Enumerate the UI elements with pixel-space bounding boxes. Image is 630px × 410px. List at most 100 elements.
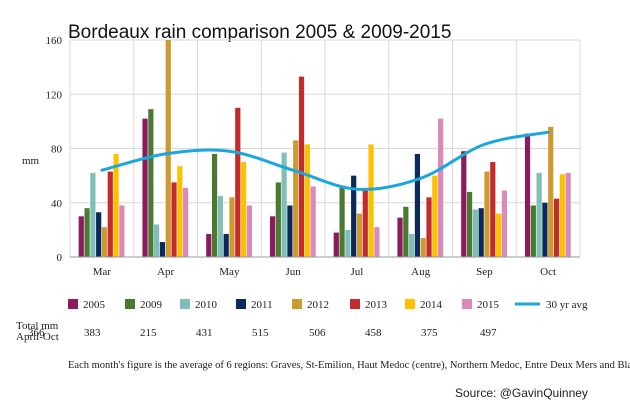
bar-2014-may bbox=[240, 162, 247, 257]
bar-2011-oct bbox=[542, 202, 548, 257]
bar-2013-sep bbox=[490, 162, 496, 257]
bar-2014-jun bbox=[304, 144, 310, 257]
bar-2015-sep bbox=[501, 190, 507, 257]
bar-2015-aug bbox=[438, 118, 444, 257]
total-value: 431 bbox=[196, 327, 213, 339]
total-value: 375 bbox=[421, 327, 438, 339]
x-tick-label: Mar bbox=[93, 266, 112, 278]
bar-2012-jul bbox=[356, 213, 363, 257]
bar-2014-jul bbox=[368, 144, 374, 257]
bar-2009-may bbox=[211, 153, 218, 257]
bar-2005-may bbox=[206, 233, 212, 257]
x-tick-label: Sep bbox=[476, 266, 493, 278]
bar-2005-oct bbox=[524, 133, 531, 257]
bar-2013-jul bbox=[362, 190, 368, 257]
bar-2012-apr bbox=[165, 40, 171, 257]
legend-swatch-2009 bbox=[125, 299, 135, 309]
avg-line bbox=[100, 130, 550, 191]
bar-2009-apr bbox=[148, 109, 154, 257]
legend-label-2005: 2005 bbox=[83, 299, 106, 311]
x-tick-label: Jul bbox=[350, 266, 363, 278]
bar-2014-oct bbox=[559, 174, 565, 257]
chart-title: Bordeaux rain comparison 2005 & 2009-201… bbox=[68, 22, 451, 43]
bar-2005-jun bbox=[269, 216, 276, 257]
legend-label-2013: 2013 bbox=[365, 299, 388, 311]
legend-swatch-2015 bbox=[462, 299, 472, 309]
x-tick-label: May bbox=[219, 266, 240, 278]
totals-label-line2: April-Oct bbox=[16, 331, 59, 343]
bar-2013-oct bbox=[553, 198, 560, 257]
bar-2015-oct bbox=[565, 172, 571, 257]
bar-2010-oct bbox=[536, 172, 542, 257]
bar-2011-sep bbox=[478, 208, 484, 257]
bar-2010-mar bbox=[90, 172, 96, 257]
bar-2013-apr bbox=[171, 182, 177, 257]
total-value: 215 bbox=[140, 327, 157, 339]
bar-2009-jul bbox=[339, 186, 345, 257]
bar-2015-jun bbox=[310, 186, 316, 257]
bar-2010-may bbox=[217, 195, 223, 257]
total-value: 458 bbox=[365, 327, 382, 339]
bar-2010-apr bbox=[154, 224, 160, 257]
legend-label-2011: 2011 bbox=[251, 299, 273, 311]
legend-label-2012: 2012 bbox=[307, 299, 329, 311]
bar-2013-jun bbox=[298, 76, 305, 258]
bar-2012-mar bbox=[101, 227, 108, 257]
legend-label-2010: 2010 bbox=[195, 299, 218, 311]
y-tick-label: 80 bbox=[51, 144, 63, 156]
bar-2010-aug bbox=[409, 233, 415, 257]
bar-2005-sep bbox=[461, 151, 467, 257]
bar-2012-aug bbox=[420, 238, 426, 257]
bar-2011-may bbox=[223, 233, 229, 257]
bar-2010-sep bbox=[472, 209, 478, 257]
legend-label-2014: 2014 bbox=[420, 299, 443, 311]
bar-2010-jul bbox=[345, 229, 351, 258]
totals-label-line1: Total mm bbox=[16, 320, 59, 332]
total-value: 515 bbox=[252, 327, 269, 339]
bar-2015-jul bbox=[374, 227, 380, 257]
legend-swatch-2012 bbox=[292, 299, 302, 309]
y-tick-label: 40 bbox=[51, 198, 63, 210]
x-tick-label: Apr bbox=[157, 266, 174, 278]
bar-2014-sep bbox=[495, 213, 502, 257]
bar-2015-mar bbox=[119, 205, 125, 257]
legend-swatch-2010 bbox=[180, 299, 190, 309]
total-value: 506 bbox=[309, 327, 326, 339]
legend-label-avg: 30 yr avg bbox=[546, 299, 588, 311]
bar-2005-mar bbox=[78, 216, 84, 257]
bar-2012-oct bbox=[548, 126, 554, 257]
bar-2013-mar bbox=[107, 171, 113, 257]
bar-2011-aug bbox=[414, 153, 421, 257]
avg-line-layer bbox=[100, 130, 550, 191]
totals-row: Total mm April-Oct 366 383 215 431 515 506 458… bbox=[16, 320, 497, 343]
footnote: Each month's figure is the average of 6 … bbox=[68, 360, 630, 371]
legend-swatch-2013 bbox=[350, 299, 360, 309]
bar-2015-apr bbox=[183, 187, 189, 257]
y-axis-label: mm bbox=[22, 155, 40, 167]
bar-2013-may bbox=[235, 107, 241, 257]
bar-2013-aug bbox=[426, 197, 432, 257]
x-tick-label: Aug bbox=[411, 266, 430, 278]
legend-label-2009: 2009 bbox=[140, 299, 163, 311]
bar-2012-jun bbox=[293, 140, 299, 257]
bar-2009-oct bbox=[530, 205, 536, 257]
bar-2015-may bbox=[246, 205, 252, 257]
x-tick-label: Oct bbox=[540, 266, 556, 278]
legend-swatch-2005 bbox=[68, 299, 78, 309]
bar-2011-jun bbox=[287, 205, 293, 257]
y-tick-label: 0 bbox=[57, 252, 63, 264]
y-tick-label: 120 bbox=[46, 89, 63, 101]
legend-label-2015: 2015 bbox=[477, 299, 500, 311]
bar-2005-apr bbox=[142, 118, 148, 257]
x-tick-label: Jun bbox=[285, 266, 301, 278]
bar-2005-jul bbox=[333, 232, 339, 257]
bar-2009-jun bbox=[275, 182, 281, 257]
total-value: 383 bbox=[84, 327, 101, 339]
bar-2011-mar bbox=[96, 212, 102, 257]
bar-2012-may bbox=[229, 197, 235, 257]
axes: 0 40 80 120 160 Mar Apr May Jun Jul Aug Sep Oct bbox=[46, 35, 580, 278]
legend: 2005 2009 2010 2011 2012 2013 2014 2015 30 yr av… bbox=[68, 299, 588, 311]
bar-2009-mar bbox=[84, 208, 90, 257]
y-tick-label: 160 bbox=[46, 35, 63, 47]
